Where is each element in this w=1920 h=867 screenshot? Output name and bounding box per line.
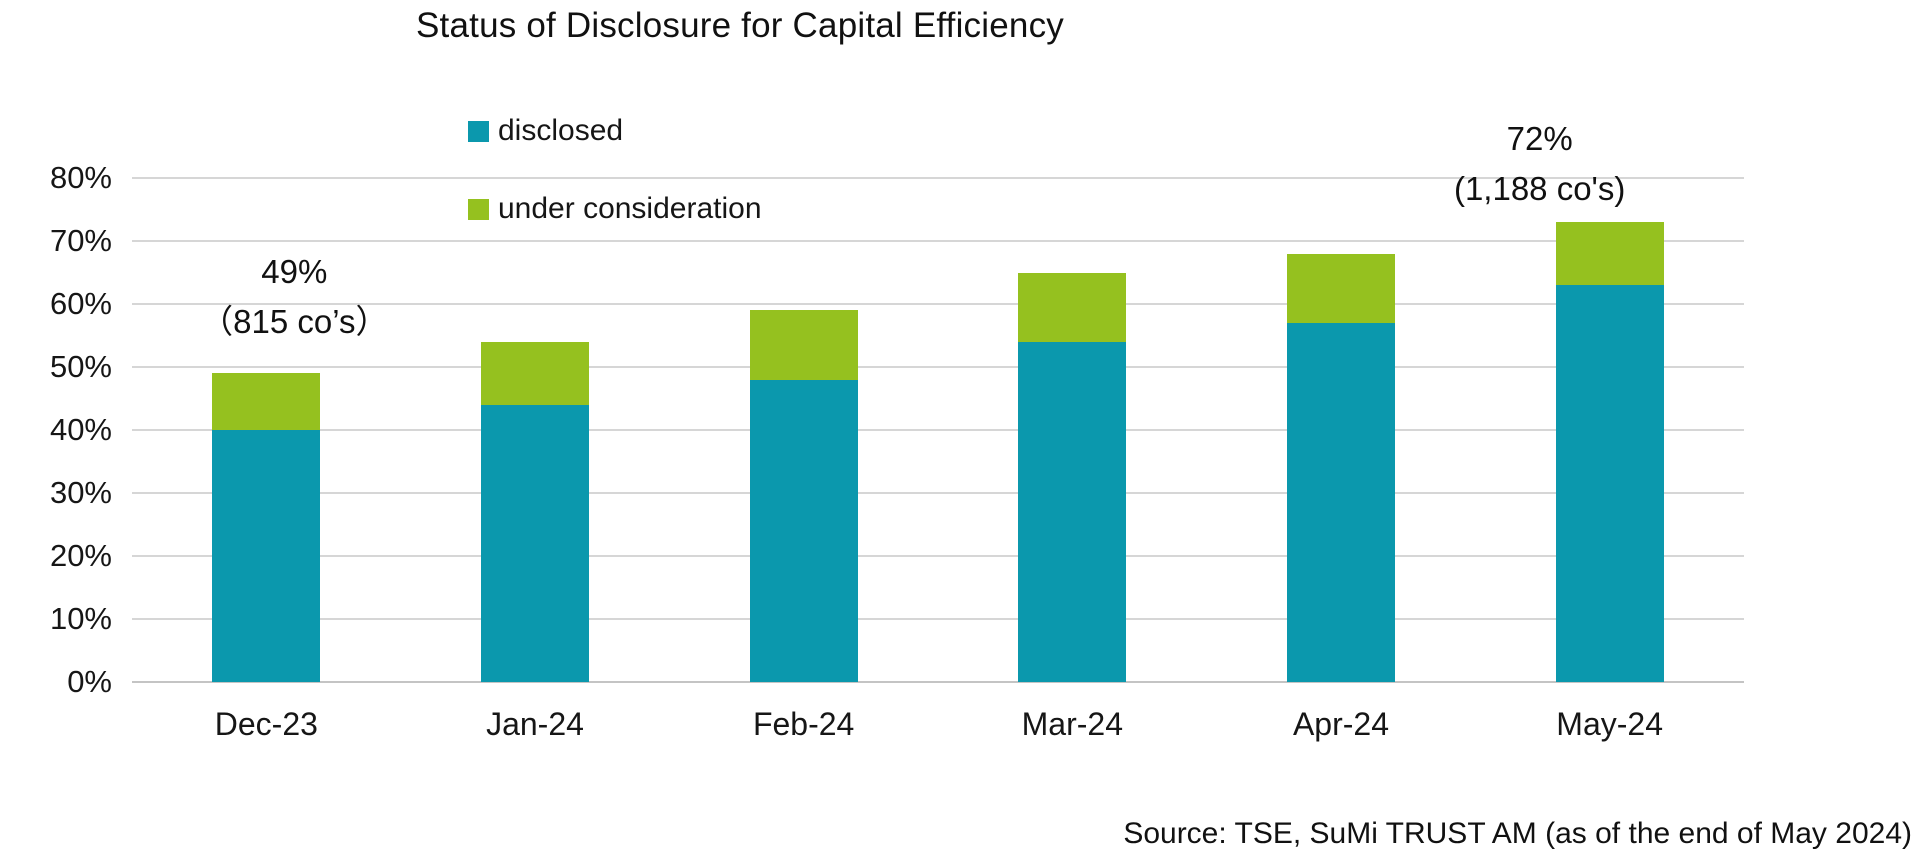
- y-tick-label: 60%: [49, 286, 112, 321]
- gridline-10: [132, 618, 1744, 620]
- annotation-count: （815 co’s）: [200, 303, 389, 341]
- bar-segment-under-consideration-apr-24: [1287, 253, 1395, 323]
- y-tick-label: 20%: [49, 538, 112, 573]
- y-tick-label: 30%: [49, 475, 112, 510]
- legend-label: disclosed: [498, 114, 624, 147]
- gridline-30: [132, 492, 1744, 494]
- x-tick-label-apr-24: Apr-24: [1292, 706, 1389, 742]
- bar-segment-disclosed-may-24: [1555, 285, 1664, 682]
- bar-segment-under-consideration-jan-24: [481, 341, 589, 405]
- annotation-may-24: 72% (1,188 co's): [1454, 114, 1625, 214]
- bar-segment-disclosed-jan-24: [481, 404, 589, 682]
- bar-segment-disclosed-apr-24: [1287, 322, 1395, 682]
- x-tick-label-feb-24: Feb-24: [752, 706, 855, 742]
- gridline-40: [132, 429, 1744, 431]
- y-tick-label: 0%: [67, 664, 112, 699]
- bar-segment-disclosed-mar-24: [1018, 341, 1127, 682]
- chart-legend: disclosed under consideration: [468, 114, 762, 272]
- legend-label: under consideration: [498, 192, 762, 225]
- source-caption: Source: TSE, SuMi TRUST AM (as of the en…: [1123, 817, 1912, 850]
- bar-segment-under-consideration-dec-23: [212, 373, 321, 430]
- legend-swatch-icon: [468, 198, 489, 220]
- annotation-dec-23: 49% （815 co’s）: [200, 247, 388, 347]
- bar-segment-under-consideration-feb-24: [749, 310, 858, 380]
- bar-segment-under-consideration-mar-24: [1018, 272, 1127, 342]
- x-tick-label-mar-24: Mar-24: [1021, 706, 1123, 742]
- legend-swatch-icon: [468, 120, 489, 142]
- gridline-60: [132, 303, 1744, 305]
- bar-segment-disclosed-dec-23: [212, 430, 321, 682]
- gridline-20: [132, 555, 1744, 557]
- x-tick-label-dec-23: Dec-23: [214, 706, 318, 742]
- chart-title: Status of Disclosure for Capital Efficie…: [416, 6, 1064, 45]
- y-tick-label: 10%: [49, 601, 112, 636]
- annotation-count: (1,188 co's): [1453, 170, 1626, 208]
- legend-item-under-consideration: under consideration: [468, 192, 762, 225]
- legend-item-disclosed: disclosed: [468, 114, 762, 147]
- y-tick-label: 40%: [49, 412, 112, 447]
- y-tick-label: 70%: [49, 223, 112, 258]
- y-tick-label: 80%: [49, 160, 112, 195]
- annotation-percent: 72%: [1506, 120, 1573, 158]
- gridline-80: [132, 177, 1744, 179]
- x-tick-label-jan-24: Jan-24: [486, 706, 584, 742]
- y-tick-label: 50%: [49, 349, 112, 384]
- bar-segment-disclosed-feb-24: [749, 379, 858, 682]
- annotation-percent: 49%: [261, 253, 328, 291]
- gridline-0: [132, 681, 1744, 683]
- x-tick-label-may-24: May-24: [1556, 706, 1663, 742]
- bar-segment-under-consideration-may-24: [1555, 222, 1664, 286]
- gridline-50: [132, 366, 1744, 368]
- gridline-70: [132, 240, 1744, 242]
